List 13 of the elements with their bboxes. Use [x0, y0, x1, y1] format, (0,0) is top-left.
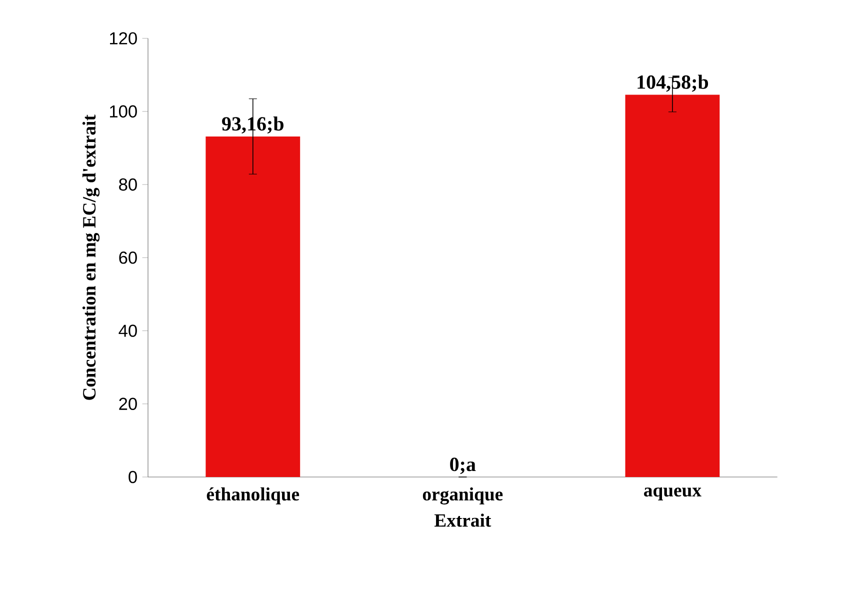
x-tick-label: éthanolique	[206, 487, 300, 504]
y-tick-label: 100	[110, 105, 137, 118]
y-tick-label: 0	[128, 470, 137, 484]
y-tick-label: 20	[119, 398, 137, 410]
y-tick-label: 120	[110, 32, 137, 44]
x-tick-label: aqueux	[644, 487, 702, 500]
y-tick-label: 40	[118, 324, 137, 337]
y-tick-label: 80	[119, 178, 137, 191]
x-tick-label: organique	[422, 487, 503, 504]
y-tick-label: 60	[119, 252, 137, 264]
data-label: 0;a	[450, 458, 476, 474]
x-axis-title: Extrait	[434, 514, 492, 527]
y-axis-title: Concentration en mg EC/g d'extrait	[82, 114, 100, 400]
